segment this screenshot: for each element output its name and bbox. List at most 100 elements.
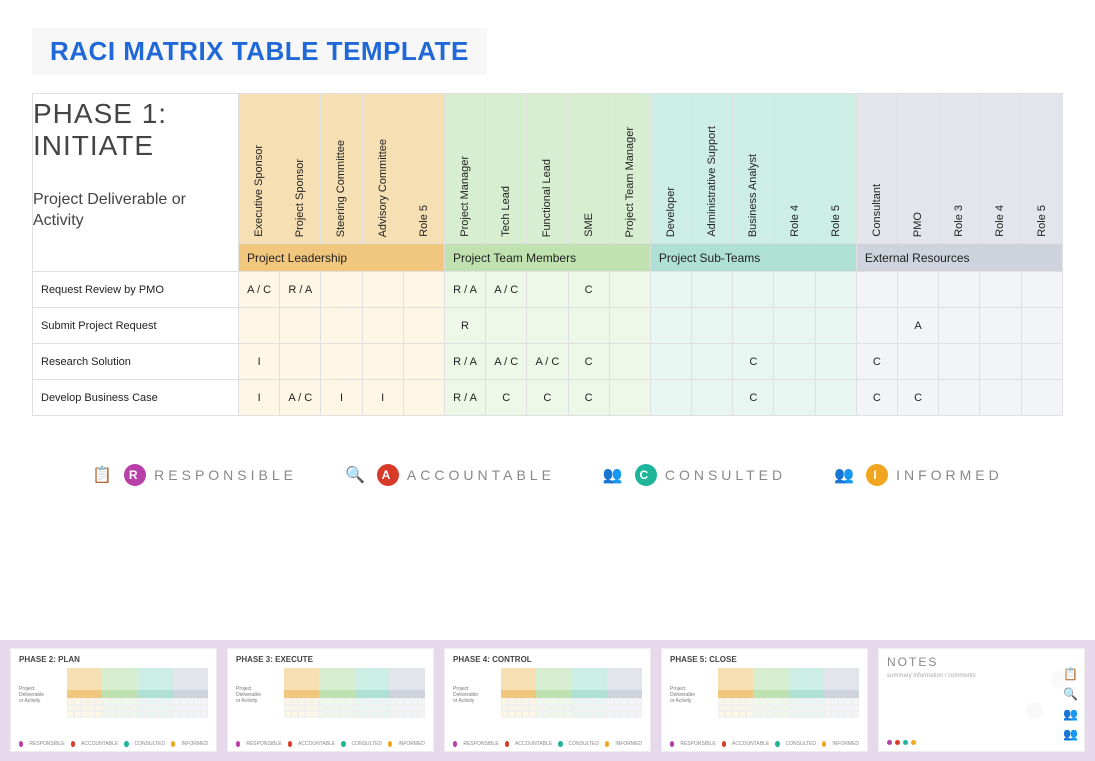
raci-cell[interactable] xyxy=(856,308,897,344)
magnify-icon: 🔍 xyxy=(1063,687,1078,701)
raci-cell[interactable] xyxy=(733,308,774,344)
thumb-title: PHASE 5: CLOSE xyxy=(670,655,859,664)
raci-cell[interactable] xyxy=(321,344,362,380)
raci-cell[interactable] xyxy=(280,308,321,344)
legend-informed: 👥 I INFORMED xyxy=(834,464,1003,486)
raci-cell[interactable] xyxy=(939,380,980,416)
raci-cell[interactable]: A / C xyxy=(280,380,321,416)
raci-cell[interactable]: C xyxy=(568,344,609,380)
raci-cell[interactable] xyxy=(856,272,897,308)
raci-cell[interactable] xyxy=(898,344,939,380)
raci-cell[interactable] xyxy=(403,380,444,416)
raci-cell[interactable]: C xyxy=(568,272,609,308)
raci-cell[interactable]: C xyxy=(486,380,527,416)
raci-cell[interactable] xyxy=(733,272,774,308)
raci-cell[interactable] xyxy=(980,308,1021,344)
raci-cell[interactable] xyxy=(774,380,815,416)
raci-cell[interactable] xyxy=(815,344,856,380)
raci-cell[interactable]: A / C xyxy=(486,272,527,308)
thumb-notes[interactable]: NOTES summary information / comments 📋 🔍… xyxy=(878,648,1085,752)
raci-cell[interactable]: R / A xyxy=(444,272,485,308)
raci-cell[interactable] xyxy=(1021,272,1062,308)
raci-cell[interactable] xyxy=(362,272,403,308)
raci-cell[interactable] xyxy=(650,308,691,344)
raci-cell[interactable]: C xyxy=(898,380,939,416)
raci-cell[interactable] xyxy=(939,272,980,308)
raci-cell[interactable] xyxy=(527,272,568,308)
raci-cell[interactable]: A xyxy=(898,308,939,344)
raci-cell[interactable] xyxy=(980,380,1021,416)
raci-cell[interactable] xyxy=(1021,344,1062,380)
raci-cell[interactable] xyxy=(815,272,856,308)
raci-cell[interactable] xyxy=(692,272,733,308)
raci-cell[interactable] xyxy=(939,344,980,380)
raci-cell[interactable]: A / C xyxy=(239,272,280,308)
raci-cell[interactable] xyxy=(650,272,691,308)
raci-cell[interactable]: R xyxy=(444,308,485,344)
raci-cell[interactable]: R / A xyxy=(444,344,485,380)
notes-icons: 📋 🔍 👥 👥 xyxy=(1063,667,1078,741)
raci-cell[interactable]: C xyxy=(527,380,568,416)
raci-cell[interactable] xyxy=(568,308,609,344)
raci-cell[interactable] xyxy=(527,308,568,344)
legend: 📋 R RESPONSIBLE 🔍 A ACCOUNTABLE 👥 C CONS… xyxy=(32,464,1063,486)
raci-cell[interactable] xyxy=(403,308,444,344)
raci-cell[interactable] xyxy=(609,308,650,344)
raci-cell[interactable]: I xyxy=(321,380,362,416)
raci-cell[interactable] xyxy=(898,272,939,308)
raci-cell[interactable] xyxy=(1021,308,1062,344)
raci-cell[interactable] xyxy=(774,308,815,344)
raci-cell[interactable]: R / A xyxy=(280,272,321,308)
raci-cell[interactable] xyxy=(280,344,321,380)
raci-cell[interactable] xyxy=(692,344,733,380)
raci-cell[interactable] xyxy=(650,380,691,416)
thumb-phase-2[interactable]: PHASE 2: PLAN ProjectDeliverableor Activ… xyxy=(10,648,217,752)
clipboard-icon: 📋 xyxy=(92,465,116,485)
thumb-phase-4[interactable]: PHASE 4: CONTROL ProjectDeliverableor Ac… xyxy=(444,648,651,752)
raci-cell[interactable] xyxy=(403,344,444,380)
thumb-phase-3[interactable]: PHASE 3: EXECUTE ProjectDeliverableor Ac… xyxy=(227,648,434,752)
raci-cell[interactable] xyxy=(362,308,403,344)
raci-cell[interactable]: C xyxy=(568,380,609,416)
table-row: Submit Project RequestRA xyxy=(33,308,1063,344)
raci-cell[interactable] xyxy=(650,344,691,380)
raci-cell[interactable] xyxy=(362,344,403,380)
thumbnail-row: PHASE 2: PLAN ProjectDeliverableor Activ… xyxy=(0,648,1095,752)
raci-cell[interactable] xyxy=(815,308,856,344)
raci-cell[interactable] xyxy=(403,272,444,308)
raci-cell[interactable] xyxy=(980,272,1021,308)
legend-label: CONSULTED xyxy=(665,467,786,483)
raci-cell[interactable] xyxy=(939,308,980,344)
raci-cell[interactable]: I xyxy=(239,344,280,380)
raci-cell[interactable]: C xyxy=(856,380,897,416)
raci-cell[interactable] xyxy=(692,308,733,344)
raci-cell[interactable]: R / A xyxy=(444,380,485,416)
raci-cell[interactable] xyxy=(321,308,362,344)
legend-responsible: 📋 R RESPONSIBLE xyxy=(92,464,297,486)
raci-cell[interactable] xyxy=(815,380,856,416)
raci-cell[interactable] xyxy=(980,344,1021,380)
raci-cell[interactable]: C xyxy=(733,344,774,380)
raci-cell[interactable] xyxy=(774,272,815,308)
raci-cell[interactable] xyxy=(609,380,650,416)
role-header-row: PHASE 1:INITIATE Project Deliverable or … xyxy=(33,94,1063,244)
raci-cell[interactable]: A / C xyxy=(527,344,568,380)
thumb-phase-5[interactable]: PHASE 5: CLOSE ProjectDeliverableor Acti… xyxy=(661,648,868,752)
role-head: Developer xyxy=(665,187,677,237)
raci-cell[interactable] xyxy=(321,272,362,308)
raci-cell[interactable] xyxy=(609,272,650,308)
legend-badge: R xyxy=(124,464,146,486)
raci-cell[interactable]: I xyxy=(239,380,280,416)
raci-cell[interactable]: C xyxy=(856,344,897,380)
raci-cell[interactable] xyxy=(239,308,280,344)
raci-cell[interactable]: I xyxy=(362,380,403,416)
raci-cell[interactable] xyxy=(692,380,733,416)
raci-cell[interactable] xyxy=(774,344,815,380)
raci-cell[interactable]: C xyxy=(733,380,774,416)
raci-cell[interactable] xyxy=(609,344,650,380)
raci-cell[interactable] xyxy=(1021,380,1062,416)
row-header-label: Project Deliverable or Activity xyxy=(33,190,230,232)
raci-cell[interactable] xyxy=(486,308,527,344)
legend-badge: C xyxy=(635,464,657,486)
raci-cell[interactable]: A / C xyxy=(486,344,527,380)
